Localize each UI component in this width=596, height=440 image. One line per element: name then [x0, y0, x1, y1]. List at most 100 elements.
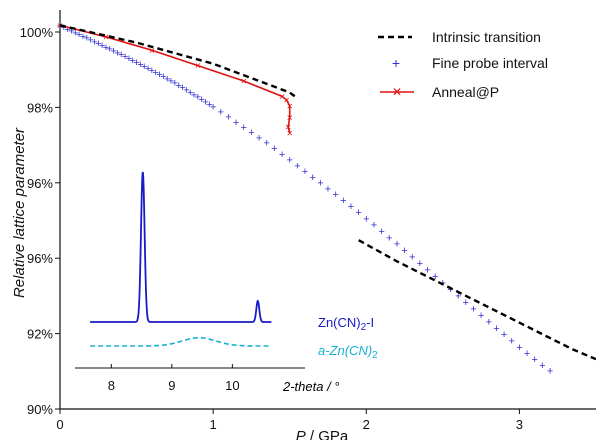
fine-probe-point: +: [187, 87, 193, 99]
fine-probe-point: +: [470, 303, 476, 315]
fine-probe-point: +: [447, 284, 453, 296]
fine-probe-point: +: [332, 189, 338, 201]
y-ticks: 90% 92% 96% 96% 98% 100%: [20, 25, 60, 417]
fine-probe-point: +: [371, 220, 377, 232]
fine-probe-point: +: [378, 226, 384, 238]
fine-probe-point: +: [76, 29, 82, 41]
fine-probe-point: +: [206, 99, 212, 111]
fine-probe-point: +: [501, 329, 507, 341]
fine-probe-point: +: [532, 354, 538, 366]
fine-probe-point: +: [202, 97, 208, 109]
fine-probe-point: +: [340, 195, 346, 207]
fine-probe-point: +: [198, 94, 204, 106]
fine-probe-point: +: [114, 47, 120, 59]
fine-probe-point: +: [133, 57, 139, 69]
fine-probe-point: +: [394, 239, 400, 251]
fine-probe-point: +: [137, 59, 143, 71]
inset-label-a-zncn2: a-Zn(CN)2: [318, 343, 378, 361]
anneal-point: ✕: [103, 33, 110, 42]
inset-label-zncn2-i-tail: -I: [366, 315, 374, 330]
legend-swatch-anneal-marker: ✕: [392, 85, 402, 99]
fine-probe-point: +: [64, 24, 70, 36]
fine-probe-point: +: [509, 336, 515, 348]
fine-probe-point: +: [256, 132, 262, 144]
inset-label-zncn2-i-sub: 2: [361, 322, 367, 333]
y-tick-label: 100%: [20, 25, 54, 40]
legend-item-intrinsic: Intrinsic transition: [378, 29, 541, 45]
fine-probe-point: +: [156, 69, 162, 81]
fine-probe-point: +: [84, 33, 90, 45]
fine-probe-point: +: [409, 251, 415, 263]
fine-probe-point: +: [225, 112, 231, 124]
fine-probe-point: +: [424, 264, 430, 276]
fine-probe-point: +: [149, 65, 155, 77]
fine-probe-point: +: [152, 67, 158, 79]
inset-series: [90, 171, 272, 347]
fine-probe-point: +: [141, 61, 147, 73]
y-tick-label: 90%: [27, 402, 53, 417]
series-intrinsic-segment: [358, 239, 596, 361]
legend-item-fine-probe: + Fine probe interval: [392, 55, 548, 71]
fine-probe-point: +: [302, 166, 308, 178]
anneal-point: ✕: [283, 96, 290, 105]
fine-probe-point: +: [493, 323, 499, 335]
inset-label-zncn2-i: Zn(CN)2-I: [318, 315, 374, 333]
fine-probe-point: +: [122, 51, 128, 63]
fine-probe-point: +: [309, 172, 315, 184]
fine-probe-point: +: [363, 213, 369, 225]
anneal-point: ✕: [285, 123, 292, 132]
fine-probe-point: +: [355, 207, 361, 219]
legend-item-anneal: ✕ Anneal@P: [380, 84, 499, 100]
fine-probe-point: +: [455, 290, 461, 302]
series-fine-probe: ++++++++++++++++++++++++++++++++++++++++…: [57, 20, 553, 377]
y-tick-label: 96%: [27, 251, 53, 266]
inset-tick-label: 9: [168, 378, 175, 393]
fine-probe-point: +: [195, 92, 201, 104]
axes: [59, 10, 596, 410]
fine-probe-point: +: [99, 40, 105, 52]
inset-label-a-zncn2-main: a-Zn(CN): [318, 343, 372, 358]
anneal-point: ✕: [279, 92, 286, 101]
fine-probe-point: +: [386, 232, 392, 244]
inset-xrd: 8 9 10 2-theta / ° Zn(CN)2-I a-Zn(CN)2: [75, 171, 378, 394]
fine-probe-point: +: [271, 143, 277, 155]
legend-label-fine-probe: Fine probe interval: [432, 55, 548, 71]
inset-label-zncn2-i-main: Zn(CN): [318, 315, 361, 330]
x-axis-var: P: [296, 428, 306, 440]
legend-label-intrinsic: Intrinsic transition: [432, 29, 541, 45]
fine-probe-point: +: [478, 310, 484, 322]
anneal-point: ✕: [286, 113, 293, 122]
fine-probe-point: +: [164, 73, 170, 85]
fine-probe-point: +: [61, 22, 67, 34]
inset-series-zncn2-i: [90, 171, 272, 323]
fine-probe-point: +: [107, 44, 113, 56]
fine-probe-point: +: [547, 366, 553, 378]
fine-probe-point: +: [210, 102, 216, 114]
inset-tick-label: 10: [225, 378, 239, 393]
fine-probe-point: +: [87, 35, 93, 47]
anneal-point: ✕: [286, 129, 293, 138]
fine-probe-point: +: [539, 360, 545, 372]
fine-probe-point: +: [80, 31, 86, 43]
x-axis-unit: / GPa: [306, 428, 349, 440]
x-axis-title: P / GPa: [296, 428, 349, 440]
fine-probe-point: +: [91, 36, 97, 48]
legend-swatch-fine-probe: +: [392, 55, 400, 71]
x-tick-label: 3: [516, 417, 523, 432]
y-tick-label: 92%: [27, 327, 53, 342]
legend-label-anneal: Anneal@P: [432, 84, 499, 100]
inset-x-label: 2-theta / °: [282, 379, 340, 394]
anneal-point: ✕: [286, 102, 293, 111]
fine-probe-point: +: [179, 82, 185, 94]
fine-probe-point: +: [126, 53, 132, 65]
fine-probe-point: +: [110, 45, 116, 57]
fine-probe-point: +: [264, 138, 270, 150]
inset-tick-label: 8: [108, 378, 115, 393]
x-tick-label: 2: [363, 417, 370, 432]
y-axis-title: Relative lattice parameter: [11, 127, 28, 298]
fine-probe-point: +: [248, 127, 254, 139]
fine-probe-point: +: [72, 27, 78, 39]
fine-probe-point: +: [191, 89, 197, 101]
x-tick-label: 1: [210, 417, 217, 432]
